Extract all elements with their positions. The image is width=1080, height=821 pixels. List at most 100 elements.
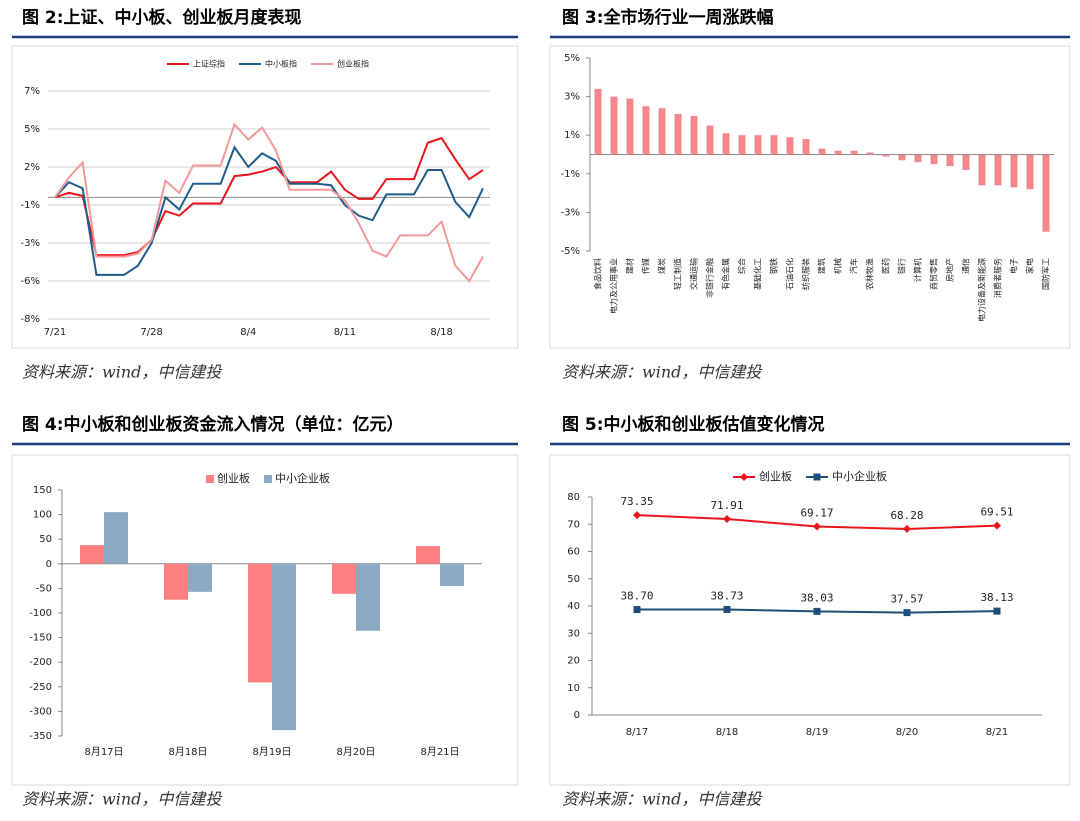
x-tick-label: 计算机 — [913, 258, 923, 282]
y-tick-label: -250 — [29, 682, 52, 693]
x-tick-label: 8/21 — [986, 727, 1008, 738]
bar — [850, 150, 858, 155]
y-tick-label: 60 — [567, 547, 580, 558]
bar — [610, 96, 618, 155]
bar — [356, 563, 380, 631]
y-tick-label: 5% — [564, 53, 580, 64]
bar — [416, 546, 440, 564]
x-tick-label: 8/20 — [896, 727, 918, 738]
x-tick-label: 8月18日 — [168, 746, 207, 758]
y-tick-label: 150 — [33, 485, 52, 496]
bar — [104, 512, 128, 564]
legend-swatch — [206, 475, 214, 483]
marker — [993, 521, 1001, 530]
x-tick-label: 国防军工 — [1041, 258, 1051, 290]
panel-title: 图 3:全市场行业一周涨跌幅 — [562, 7, 774, 28]
y-tick-label: 30 — [567, 628, 580, 639]
y-tick-label: -1% — [561, 169, 580, 180]
y-tick-label: -350 — [29, 731, 52, 742]
x-tick-label: 轻工制造 — [673, 258, 683, 290]
x-tick-label: 机械 — [833, 258, 843, 274]
marker — [903, 609, 911, 617]
y-tick-label: 2% — [24, 162, 40, 173]
x-tick-label: 银行 — [897, 258, 907, 274]
x-tick-label: 农林牧渔 — [865, 258, 875, 290]
bar — [706, 125, 714, 155]
bar — [594, 88, 602, 155]
marker — [813, 522, 821, 531]
marker — [813, 607, 821, 615]
y-tick-label: 40 — [567, 601, 580, 612]
data-label: 38.13 — [980, 591, 1013, 604]
bar — [332, 563, 356, 594]
y-tick-label: -8% — [21, 314, 40, 325]
x-tick-label: 纺织服装 — [801, 258, 811, 290]
legend: 创业板 中小企业板 — [206, 471, 330, 485]
x-tick-label: 家电 — [1025, 258, 1035, 274]
source-note: 资料来源：wind，中信建投 — [562, 790, 763, 809]
y-tick-label: 20 — [567, 656, 580, 667]
data-label: 38.03 — [800, 591, 833, 604]
y-tick-label: -6% — [21, 276, 40, 287]
data-label: 69.17 — [800, 507, 833, 520]
x-tick-label: 8/18 — [430, 327, 452, 338]
y-tick-label: -300 — [29, 706, 52, 717]
bar — [898, 154, 906, 161]
x-tick-label: 消费者服务 — [993, 258, 1003, 298]
y-tick-label: -1% — [21, 200, 40, 211]
bar — [914, 154, 922, 163]
x-tick-label: 8月19日 — [252, 746, 291, 758]
bar — [866, 152, 874, 155]
x-tick-label: 传媒 — [641, 258, 651, 274]
bar — [722, 133, 730, 155]
data-label: 71.91 — [710, 499, 743, 512]
legend-label: 中小企业板 — [275, 471, 330, 485]
x-tick-label: 有色金属 — [721, 258, 731, 290]
y-tick-label: 0 — [574, 710, 580, 721]
series-line — [54, 122, 484, 283]
x-tick-label: 8/19 — [806, 727, 828, 738]
panel-title: 图 4:中小板和创业板资金流入情况（单位：亿元） — [22, 414, 404, 435]
y-tick-label: 50 — [39, 534, 52, 545]
legend-label: 创业板指 — [337, 59, 369, 69]
bar — [994, 154, 1002, 186]
x-tick-label: 8月20日 — [336, 746, 375, 758]
bar — [754, 135, 762, 155]
y-tick-label: 3% — [564, 92, 580, 103]
marker — [903, 524, 911, 533]
marker — [993, 607, 1001, 615]
panel-title: 图 2:上证、中小板、创业板月度表现 — [22, 7, 302, 28]
x-tick-label: 7/28 — [140, 327, 162, 338]
x-tick-label: 8月17日 — [84, 746, 123, 758]
x-tick-label: 非银行金融 — [705, 258, 715, 298]
y-tick-label: -50 — [36, 583, 52, 594]
chart-frame — [549, 45, 1071, 349]
panel-title: 图 5:中小板和创业板估值变化情况 — [562, 414, 825, 435]
x-tick-label: 钢铁 — [769, 258, 779, 274]
y-tick-label: 80 — [567, 492, 580, 503]
legend-label: 中小企业板 — [832, 469, 887, 483]
x-tick-label: 基础化工 — [753, 258, 763, 290]
y-tick-label: -100 — [29, 608, 52, 619]
chart-frame — [11, 45, 519, 349]
x-tick-label: 8/4 — [240, 327, 256, 338]
y-tick-label: 70 — [567, 519, 580, 530]
bar — [834, 150, 842, 155]
data-label: 73.35 — [620, 495, 653, 508]
bar — [658, 108, 666, 155]
y-tick-label: 0 — [46, 559, 52, 570]
bar — [962, 154, 970, 170]
source-note: 资料来源：wind，中信建投 — [562, 363, 763, 382]
source-note: 资料来源：wind，中信建投 — [22, 790, 223, 809]
data-label: 68.28 — [890, 509, 923, 522]
bar — [786, 137, 794, 155]
bar — [802, 139, 810, 155]
x-tick-label: 医药 — [881, 258, 891, 274]
marker — [633, 606, 641, 614]
chart-frame — [11, 454, 519, 786]
series-line — [54, 145, 484, 276]
bar — [946, 154, 954, 167]
y-tick-label: -5% — [561, 246, 580, 257]
x-tick-label: 房地产 — [945, 258, 955, 282]
bar — [642, 106, 650, 155]
